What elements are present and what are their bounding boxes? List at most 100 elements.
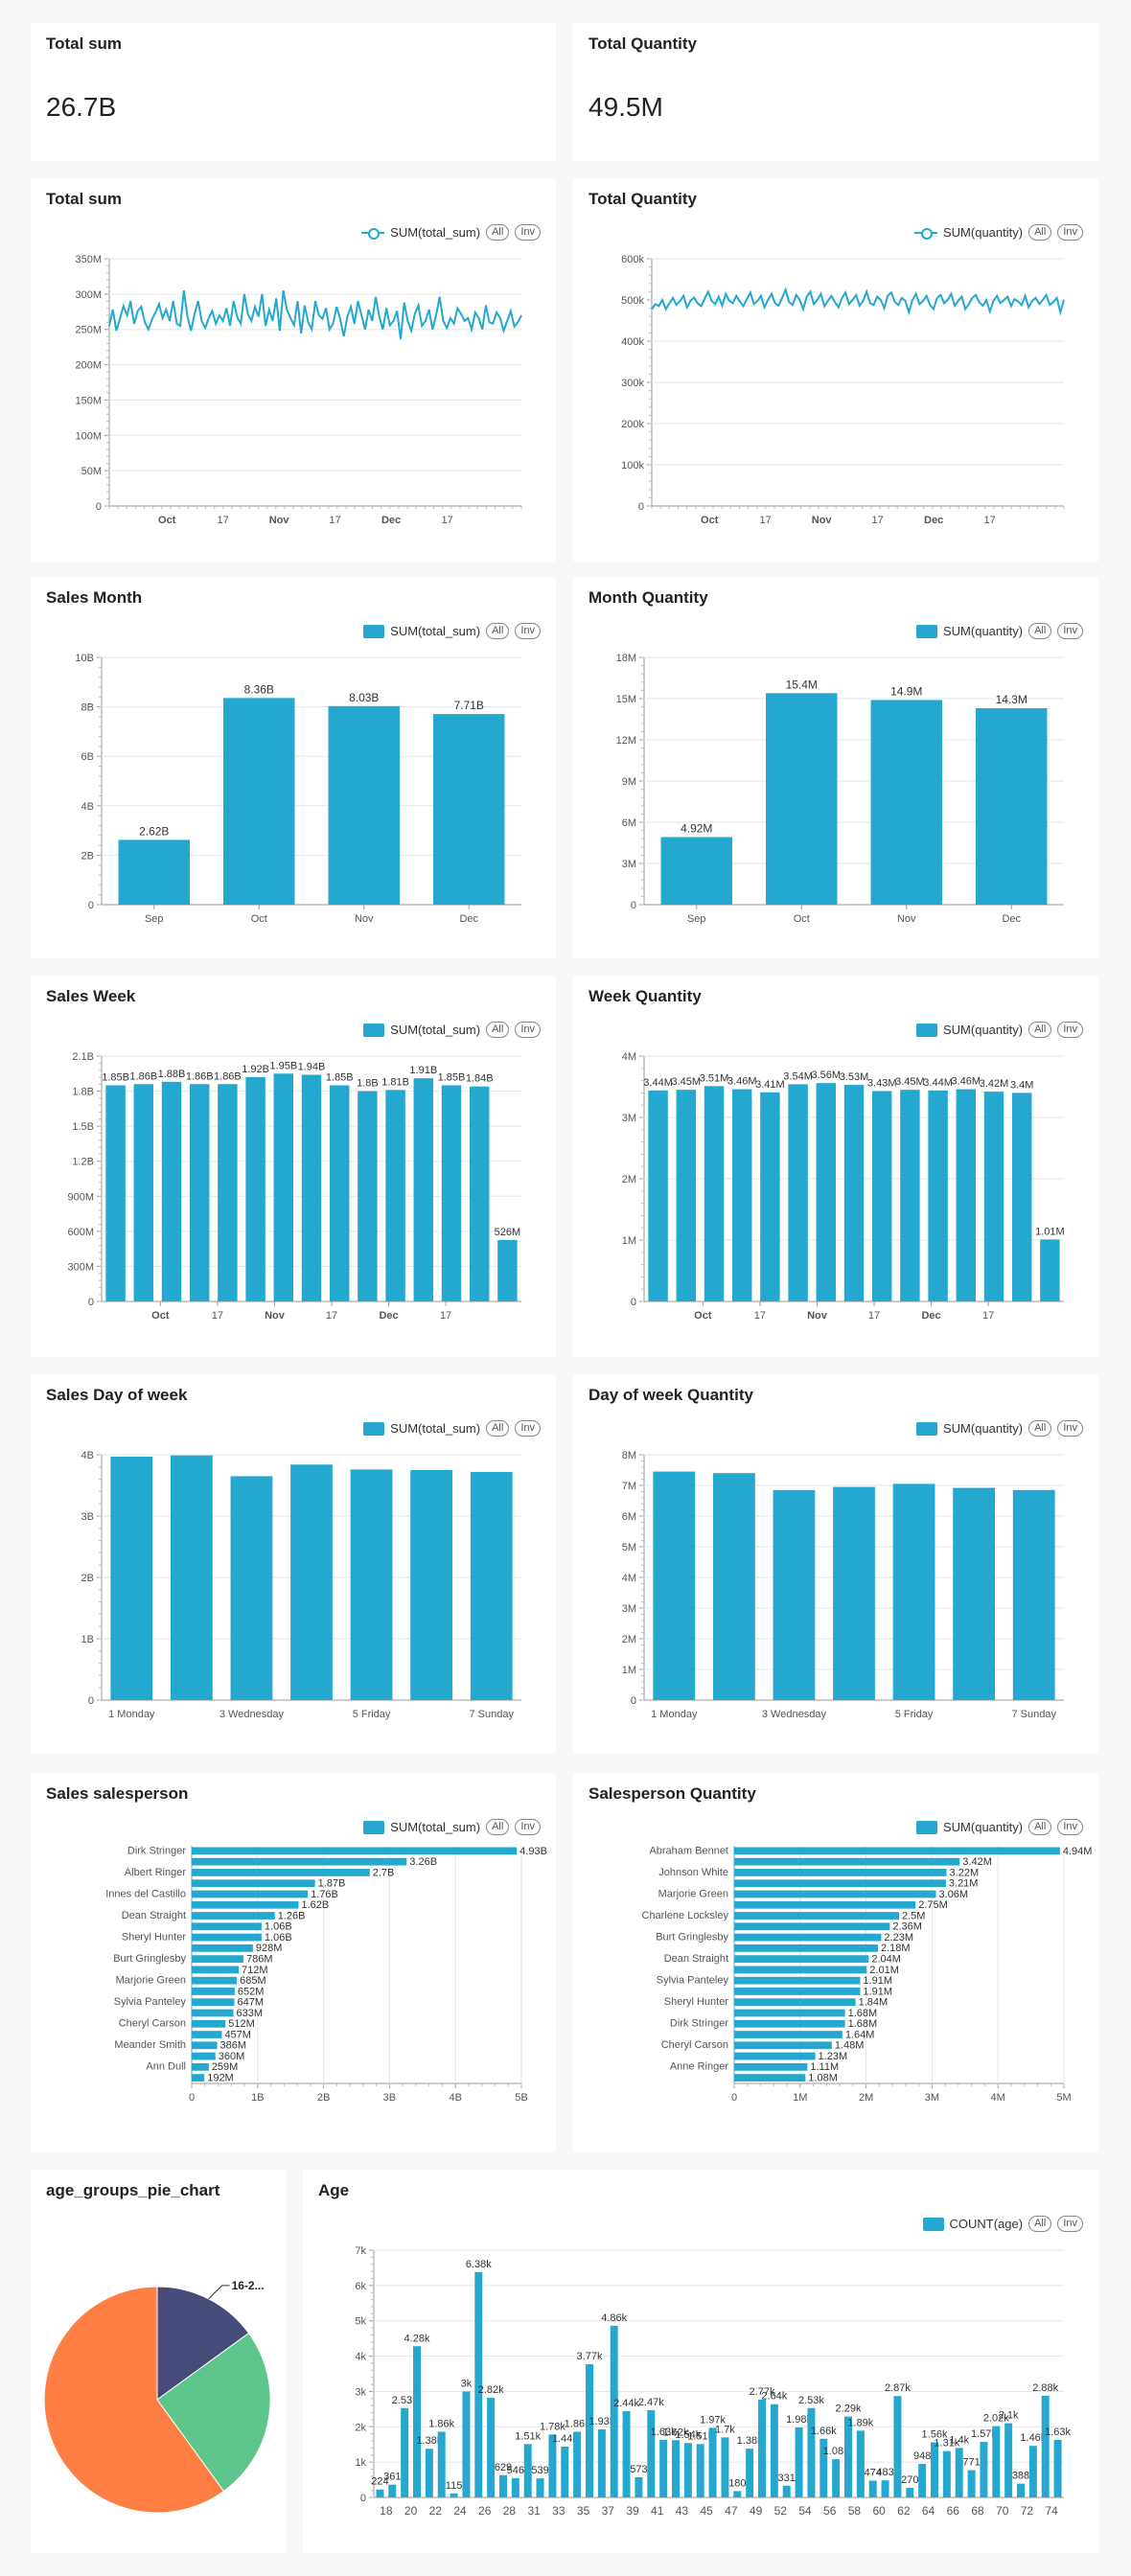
chart-legend[interactable]: SUM(total_sum) All Inv [363, 1022, 541, 1038]
bar [110, 1456, 153, 1700]
chart-legend[interactable]: SUM(quantity) All Inv [916, 1022, 1083, 1038]
x-tick-label: 39 [626, 2504, 639, 2518]
legend-invert-button[interactable]: Inv [515, 1022, 541, 1038]
legend-swatch [916, 624, 937, 638]
chart-legend[interactable]: SUM(total_sum) All Inv [363, 1420, 541, 1437]
data-label: 180 [728, 2477, 746, 2489]
legend-all-button[interactable]: All [486, 1022, 510, 1038]
legend-swatch [363, 624, 385, 638]
bar [659, 2439, 668, 2497]
legend-all-button[interactable]: All [1028, 1420, 1052, 1437]
x-tick-label: Nov [807, 1310, 828, 1322]
x-tick-label: Nov [269, 515, 290, 526]
bar [192, 1847, 518, 1855]
x-tick-label: 74 [1045, 2504, 1058, 2518]
legend-invert-button[interactable]: Inv [1057, 1420, 1083, 1437]
bar [1004, 2423, 1013, 2497]
bar [433, 714, 505, 905]
legend-all-button[interactable]: All [1028, 2216, 1052, 2232]
y-tick-label: 1.5B [72, 1121, 94, 1133]
data-label: 4.93B [519, 1846, 547, 1857]
bar [499, 2474, 507, 2497]
data-label: 360M [219, 2051, 245, 2062]
bar [832, 2459, 841, 2497]
legend-all-button[interactable]: All [486, 224, 510, 241]
x-tick-label: 68 [971, 2504, 984, 2518]
bar [192, 1966, 239, 1974]
chart-legend[interactable]: SUM(quantity) All Inv [916, 1420, 1083, 1437]
bar [734, 1912, 899, 1920]
legend-all-button[interactable]: All [486, 1819, 510, 1835]
chart-card-sales-salesperson: Sales salesperson SUM(total_sum) All Inv 0 1B… [31, 1773, 556, 2152]
data-label: 1.85B [326, 1071, 354, 1083]
legend-all-button[interactable]: All [1028, 1819, 1052, 1835]
x-tick-label: 17 [983, 515, 995, 526]
y-tick-label: 250M [75, 325, 102, 336]
legend-invert-button[interactable]: Inv [1057, 224, 1083, 241]
legend-invert-button[interactable]: Inv [515, 1819, 541, 1835]
legend-all-button[interactable]: All [486, 1420, 510, 1437]
chart-legend[interactable]: SUM(quantity) All Inv [914, 224, 1083, 241]
legend-invert-button[interactable]: Inv [515, 1420, 541, 1437]
bar [192, 1922, 262, 1931]
data-label: 8.03B [349, 691, 379, 704]
chart-svg: 0 1M 2M 3M 4M 5M 6M 7M 8M 1 Monday 3 Wednesday 5 Fr… [622, 1450, 1064, 1720]
legend-all-button[interactable]: All [1028, 224, 1052, 241]
chart-legend[interactable]: SUM(total_sum) All Inv [361, 224, 541, 241]
x-tick-label: 17 [982, 1310, 994, 1322]
chart-legend[interactable]: SUM(total_sum) All Inv [363, 1819, 541, 1835]
chart-legend[interactable]: SUM(total_sum) All Inv [363, 623, 541, 639]
bar [708, 2427, 717, 2497]
y-tick-label: 7k [355, 2245, 366, 2257]
y-tick-label: 1M [622, 1665, 636, 1676]
x-tick-label: 7 Sunday [1011, 1709, 1056, 1720]
legend-invert-button[interactable]: Inv [1057, 623, 1083, 639]
data-label: 457M [224, 2029, 251, 2040]
chart-title: Sales salesperson [46, 1784, 189, 1803]
legend-all-button[interactable]: All [1028, 1022, 1052, 1038]
chart-legend[interactable]: COUNT(age) All Inv [922, 2216, 1083, 2232]
x-tick-label: 17 [218, 515, 229, 526]
y-tick-label: 8M [622, 1450, 636, 1461]
legend-label: SUM(total_sum) [390, 1421, 481, 1436]
data-label: 331 [778, 2472, 796, 2484]
x-tick-label: 17 [441, 515, 452, 526]
y-tick-label: 300M [75, 289, 102, 301]
bar [931, 2442, 938, 2497]
y-tick-label: 150M [75, 395, 102, 406]
y-tick-label: 8B [81, 702, 94, 714]
data-label: 1.26B [278, 1910, 306, 1921]
chart-title: Total Quantity [589, 190, 698, 208]
pie-slice [156, 2332, 271, 2493]
data-label: 1.87B [318, 1878, 346, 1890]
data-label: 3.56M [812, 1070, 842, 1081]
y-tick-label: 1.8B [72, 1087, 94, 1098]
legend-invert-button[interactable]: Inv [1057, 1022, 1083, 1038]
legend-label: SUM(total_sum) [390, 1820, 481, 1834]
chart-legend[interactable]: SUM(quantity) All Inv [916, 1819, 1083, 1835]
legend-all-button[interactable]: All [1028, 623, 1052, 639]
category-label: Sheryl Hunter [122, 1931, 187, 1943]
legend-all-button[interactable]: All [486, 623, 510, 639]
bar [230, 1476, 273, 1700]
bar [696, 2444, 704, 2497]
data-label: 1.62k [663, 2426, 689, 2438]
data-label: 539 [531, 2465, 548, 2476]
chart-title: Week Quantity [589, 987, 702, 1005]
data-label: 3.77k [577, 2351, 603, 2362]
data-label: 3.51M [700, 1072, 729, 1084]
legend-invert-button[interactable]: Inv [1057, 1819, 1083, 1835]
category-label: Innes del Castillo [105, 1888, 186, 1899]
bar [189, 1084, 210, 1301]
bar [734, 1857, 960, 1866]
legend-invert-button[interactable]: Inv [515, 224, 541, 241]
legend-invert-button[interactable]: Inv [515, 623, 541, 639]
bar [833, 1486, 875, 1700]
data-label: 1.38k [737, 2435, 763, 2447]
legend-invert-button[interactable]: Inv [1057, 2216, 1083, 2232]
bar [192, 1933, 262, 1942]
chart-legend[interactable]: SUM(quantity) All Inv [916, 623, 1083, 639]
bar [622, 2411, 631, 2497]
y-tick-label: 1B [81, 1634, 94, 1645]
chart-title: Sales Week [46, 987, 136, 1005]
